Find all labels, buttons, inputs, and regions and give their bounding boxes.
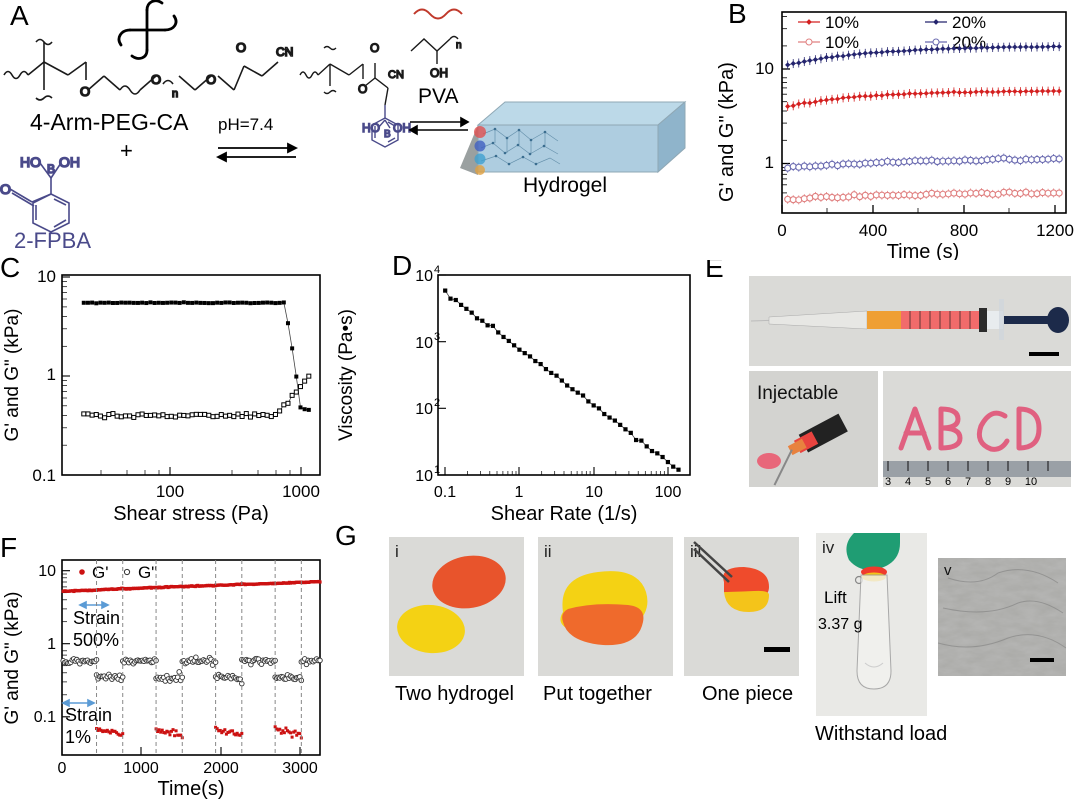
svg-text:5: 5 [925,476,931,487]
svg-text:n: n [456,40,462,51]
svg-text:100: 100 [156,482,184,501]
svg-text:1%: 1% [65,727,91,747]
svg-text:O: O [236,40,246,55]
svg-text:n: n [172,88,178,100]
svg-text:2000: 2000 [203,760,239,777]
svg-text:4: 4 [434,264,440,276]
svg-text:O: O [206,72,216,87]
svg-text:Lift: Lift [824,588,847,607]
svg-text:G' and G" (kPa): G' and G" (kPa) [716,62,738,202]
svg-text:20%: 20% [952,13,986,32]
svg-text:10: 10 [38,563,56,580]
svg-text:Strain: Strain [65,705,112,725]
svg-text:B: B [384,129,391,140]
svg-text:1000: 1000 [282,482,320,501]
svg-text:10%: 10% [825,13,859,32]
svg-text:Time(s): Time(s) [157,778,224,800]
svg-text:4: 4 [905,476,911,487]
svg-text:+: + [120,138,133,163]
svg-text:0: 0 [777,221,786,240]
svg-text:O: O [151,72,161,87]
svg-text:Viscosity (Pa•s): Viscosity (Pa•s) [336,309,357,441]
svg-text:G': G' [92,563,108,582]
svg-text:Time (s): Time (s) [887,241,960,260]
svg-text:4-Arm-PEG-CA: 4-Arm-PEG-CA [30,109,189,135]
svg-text:2-FPBA: 2-FPBA [14,228,91,253]
svg-text:1: 1 [515,484,524,501]
svg-text:O: O [0,181,11,197]
svg-text:3.37 g: 3.37 g [818,616,862,633]
svg-text:1: 1 [434,464,440,476]
svg-text:ii: ii [544,542,552,561]
svg-text:HO: HO [20,154,41,170]
svg-text:10: 10 [37,267,56,286]
svg-text:2: 2 [434,397,440,409]
svg-text:10: 10 [1025,476,1037,487]
svg-text:8: 8 [985,476,991,487]
svg-text:CN: CN [276,45,293,59]
svg-text:10: 10 [585,484,603,501]
svg-text:7: 7 [965,476,971,487]
svg-text:1: 1 [47,636,56,653]
svg-text:9: 9 [1005,476,1011,487]
svg-text:10: 10 [415,468,433,485]
svg-text:1: 1 [47,365,56,384]
svg-text:O: O [358,82,367,96]
svg-text:500%: 500% [73,630,119,650]
svg-text:CN: CN [388,69,404,81]
svg-text:Injectable: Injectable [757,383,838,404]
svg-text:0: 0 [58,760,67,777]
svg-text:10: 10 [755,59,774,78]
svg-text:3000: 3000 [282,760,318,777]
svg-text:10: 10 [415,401,433,418]
svg-text:i: i [395,542,399,561]
svg-text:800: 800 [950,221,978,240]
svg-text:10: 10 [415,335,433,352]
svg-text:1000: 1000 [123,760,159,777]
svg-text:0.1: 0.1 [34,709,56,726]
svg-text:1: 1 [765,153,774,172]
svg-text:3: 3 [885,476,891,487]
svg-text:OH: OH [430,66,448,80]
svg-text:O: O [80,84,90,99]
svg-text:10%: 10% [825,33,859,52]
svg-text:400: 400 [859,221,887,240]
svg-text:G' and G" (kPa): G' and G" (kPa) [2,592,23,725]
svg-text:pH=7.4: pH=7.4 [218,115,273,134]
svg-text:0.1: 0.1 [434,484,456,501]
svg-text:iv: iv [822,538,835,557]
svg-text:G' and G" (kPa): G' and G" (kPa) [2,309,23,442]
svg-text:6: 6 [945,476,951,487]
svg-text:G": G" [138,563,157,582]
svg-text:HO: HO [362,121,380,135]
svg-text:OH: OH [59,154,80,170]
svg-text:PVA: PVA [418,85,458,108]
svg-text:10: 10 [415,268,433,285]
svg-text:O: O [370,41,379,55]
svg-text:0.1: 0.1 [32,466,56,485]
svg-text:100: 100 [655,484,682,501]
svg-text:Shear Rate (1/s): Shear Rate (1/s) [491,503,638,525]
svg-text:Shear stress (Pa): Shear stress (Pa) [113,503,269,525]
svg-text:1200: 1200 [1036,221,1074,240]
